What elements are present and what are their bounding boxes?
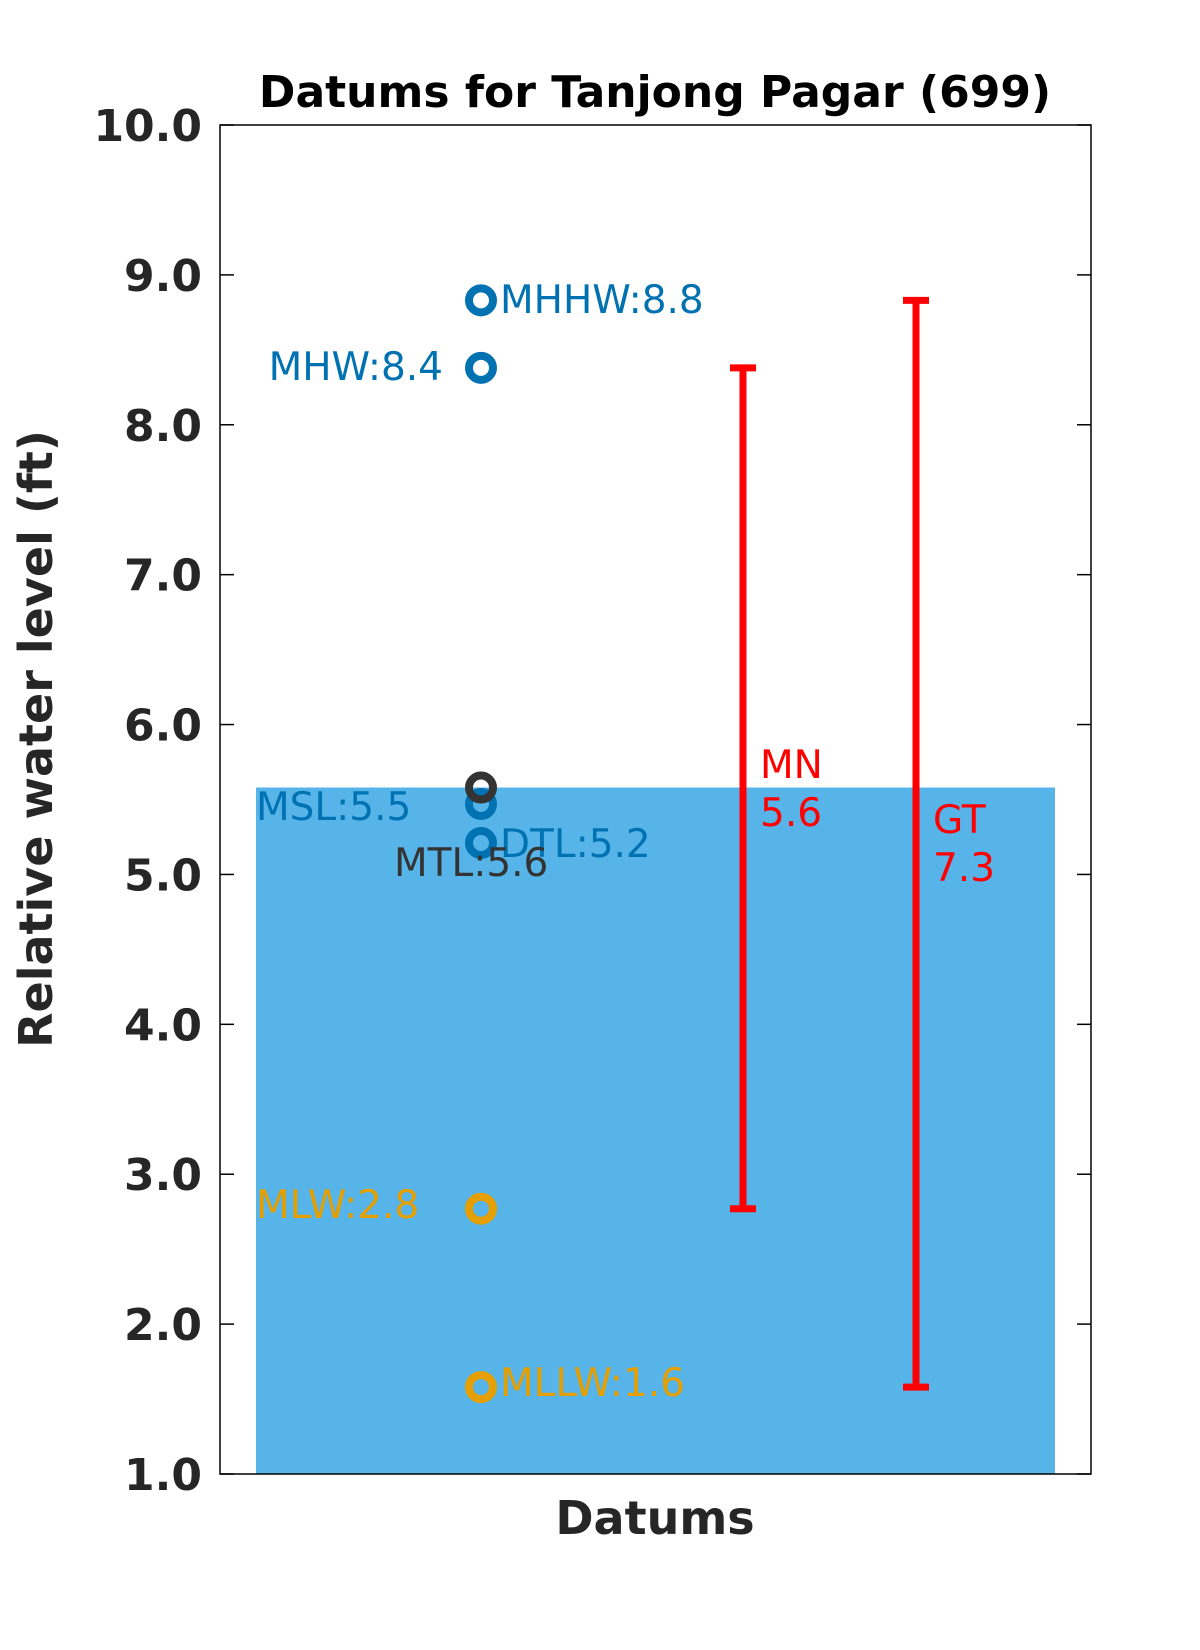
- y-tick-label: 1.0: [124, 1450, 202, 1501]
- datum-markers: [465, 284, 497, 1404]
- datum-label-mlw: MLW:2.8: [256, 1183, 419, 1228]
- datum-marker-dtl: [465, 826, 497, 859]
- datum-marker-msl: [465, 787, 497, 820]
- datum-marker-mtl: [465, 771, 497, 804]
- y-tick-label: 3.0: [124, 1150, 202, 1201]
- y-tick-label: 9.0: [124, 251, 202, 302]
- y-tick-label: 8.0: [124, 401, 202, 452]
- y-tick-label: 10.0: [93, 101, 202, 152]
- plot-frame: [219, 124, 1092, 1475]
- datum-label-mllw: MLLW:1.6: [500, 1361, 685, 1406]
- range-label-name: GT: [933, 798, 986, 843]
- datum-label-mtl: MTL:5.6: [394, 841, 548, 886]
- range-label-value: 7.3: [933, 846, 995, 891]
- y-tick-label: 2.0: [124, 1300, 202, 1351]
- range-label-value: 5.6: [760, 791, 822, 836]
- datum-marker-mllw: [465, 1371, 497, 1404]
- datum-label-dtl: DTL:5.2: [500, 822, 651, 867]
- y-tick-label: 6.0: [124, 701, 202, 752]
- y-tick-label: 5.0: [124, 850, 202, 901]
- y-tick-label: 4.0: [124, 1000, 202, 1051]
- datum-marker-mlw: [465, 1192, 497, 1225]
- water-fill-area: [256, 787, 1055, 1474]
- datum-marker-mhhw: [465, 284, 497, 317]
- x-axis-label: Datums: [555, 1491, 754, 1545]
- range-label-name: MN: [760, 743, 823, 788]
- chart-title: Datums for Tanjong Pagar (699): [259, 67, 1051, 118]
- y-axis-ticks: 1.0 2.0 3.0 4.0 5.0 6.0 7.0 8.0 9.0 10.0: [93, 101, 1091, 1501]
- range-bars: MN5.6 GT7.3: [730, 296, 995, 1391]
- datum-label-msl: MSL:5.5: [256, 785, 411, 830]
- datum-marker-mhw: [465, 351, 497, 384]
- datum-label-mhw: MHW:8.4: [269, 345, 443, 390]
- y-axis-label: Relative water level (ft): [9, 430, 63, 1048]
- y-tick-label: 7.0: [124, 551, 202, 602]
- datum-label-mhhw: MHHW:8.8: [500, 278, 704, 323]
